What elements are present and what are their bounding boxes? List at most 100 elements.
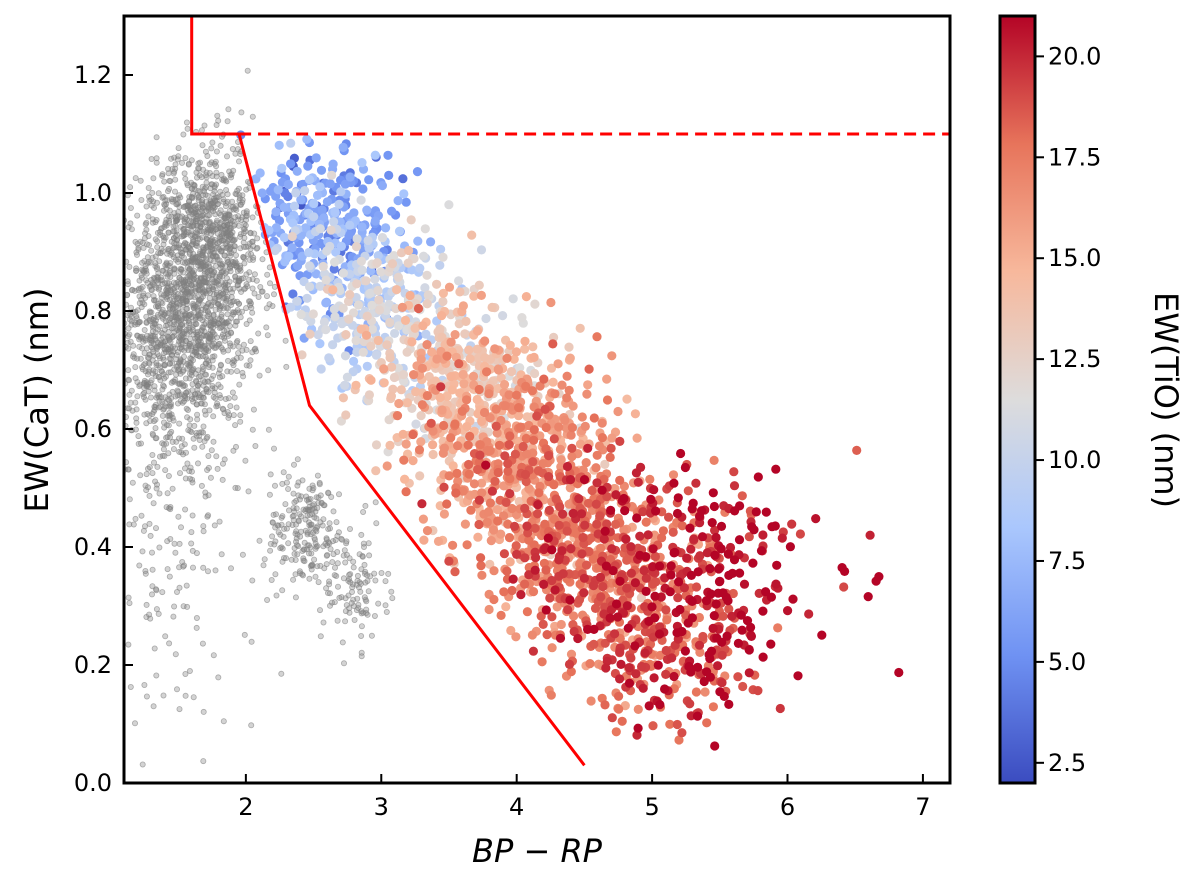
colored-point [724,570,734,581]
background-point [201,407,208,414]
colored-point [529,435,539,445]
background-point [293,542,300,549]
background-point [227,403,234,410]
background-point [242,457,249,464]
colored-point [611,727,621,737]
background-point [248,722,255,729]
background-point [214,400,221,407]
background-point [188,428,195,435]
background-point [231,394,238,401]
colored-point [753,472,763,482]
background-point [200,366,207,373]
colored-point [556,619,566,630]
background-point [153,284,160,291]
colored-point [660,684,670,694]
background-point [330,508,337,515]
colored-point [563,605,573,615]
colored-point [694,640,705,650]
colored-point [623,623,633,633]
background-point [260,562,267,569]
background-point [135,244,142,251]
colored-point [318,261,328,272]
background-point [229,198,236,205]
background-point [173,240,180,247]
background-point [151,406,158,413]
colored-point [302,134,312,144]
background-point [239,192,246,199]
background-point [193,233,200,240]
background-point [285,521,292,528]
background-point [213,148,220,155]
colored-point [500,401,510,411]
colored-point [345,220,355,230]
colored-point [520,579,530,589]
colored-point [649,485,659,495]
colored-point [387,259,398,269]
colored-point [708,702,719,712]
background-point [372,499,379,506]
background-point [136,285,143,292]
colored-point [702,667,712,677]
background-point [132,375,139,382]
colored-point [508,294,518,304]
colored-point [400,315,411,325]
colored-point [738,681,748,692]
colored-point [358,347,368,357]
colored-point [499,379,510,390]
background-point [144,371,151,378]
colored-point [366,341,376,351]
background-point [234,281,241,288]
background-point [144,410,151,417]
background-point [334,617,341,624]
colored-point [300,186,310,196]
background-point [283,363,290,370]
background-point [385,570,392,577]
colored-point [708,488,718,498]
background-point [232,484,239,491]
background-point [205,452,212,459]
background-point [218,311,225,318]
background-point [194,307,201,314]
colored-point [330,208,340,218]
background-point [143,203,150,210]
background-point [212,567,219,574]
colored-point [532,411,542,421]
background-point [150,500,157,507]
background-point [196,436,203,443]
background-point [147,394,154,401]
background-point [371,613,378,620]
background-point [224,191,231,198]
colored-point [533,500,543,510]
colored-point [489,525,499,535]
colored-point [595,572,606,583]
background-point [145,184,152,191]
background-point [201,267,208,274]
background-point [154,303,161,310]
background-point [125,333,132,340]
background-point [151,387,158,394]
colored-point [573,633,583,644]
background-point [163,222,170,229]
background-point [270,511,277,518]
colored-point [654,561,665,571]
colored-point [775,703,785,714]
background-point [317,633,324,640]
background-point [187,464,194,471]
colored-point [304,175,315,185]
colored-point [437,405,447,415]
background-point [172,549,179,556]
background-point [234,298,241,305]
colored-point [600,700,610,710]
colored-point [283,179,293,190]
background-point [233,404,240,411]
background-point [226,340,233,347]
colored-point [550,585,560,595]
colored-point [558,569,568,579]
colored-point [676,448,686,459]
colored-point [554,422,564,432]
background-point [143,319,150,326]
colored-point [711,532,721,543]
background-point [152,525,159,532]
background-point [298,493,305,500]
background-point [204,226,211,233]
